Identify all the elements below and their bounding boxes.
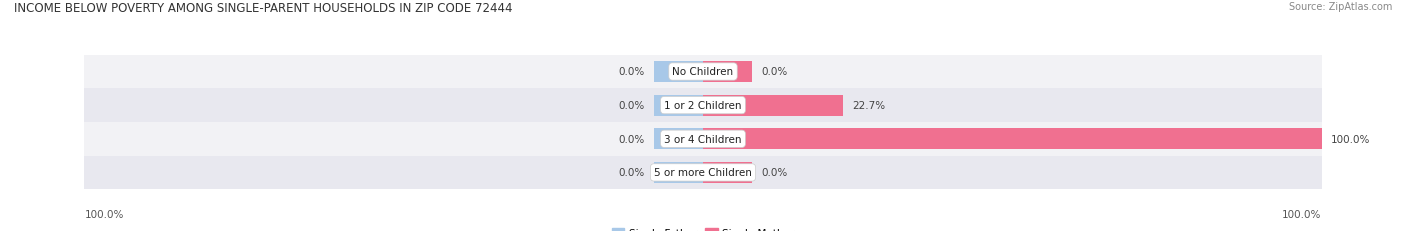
Bar	[84, 156, 1322, 189]
Bar	[84, 122, 1322, 156]
Bar	[703, 129, 1322, 149]
Text: INCOME BELOW POVERTY AMONG SINGLE-PARENT HOUSEHOLDS IN ZIP CODE 72444: INCOME BELOW POVERTY AMONG SINGLE-PARENT…	[14, 2, 513, 15]
Legend: Single Father, Single Mother: Single Father, Single Mother	[607, 224, 799, 231]
Bar	[84, 89, 1322, 122]
Bar	[84, 55, 1322, 89]
Bar	[703, 162, 752, 183]
Text: 3 or 4 Children: 3 or 4 Children	[664, 134, 742, 144]
Bar	[654, 62, 703, 82]
Text: Source: ZipAtlas.com: Source: ZipAtlas.com	[1288, 2, 1392, 12]
Text: 0.0%: 0.0%	[619, 67, 644, 77]
Text: 0.0%: 0.0%	[619, 101, 644, 111]
Text: 0.0%: 0.0%	[619, 168, 644, 178]
Text: 1 or 2 Children: 1 or 2 Children	[664, 101, 742, 111]
Text: 22.7%: 22.7%	[852, 101, 886, 111]
Bar	[654, 162, 703, 183]
Text: 5 or more Children: 5 or more Children	[654, 168, 752, 178]
Bar	[703, 95, 844, 116]
Text: 100.0%: 100.0%	[1282, 210, 1322, 219]
Text: 100.0%: 100.0%	[84, 210, 124, 219]
Bar	[703, 62, 752, 82]
Text: 0.0%: 0.0%	[762, 168, 787, 178]
Text: No Children: No Children	[672, 67, 734, 77]
Text: 0.0%: 0.0%	[762, 67, 787, 77]
Text: 100.0%: 100.0%	[1331, 134, 1371, 144]
Text: 0.0%: 0.0%	[619, 134, 644, 144]
Bar	[654, 95, 703, 116]
Bar	[654, 129, 703, 149]
